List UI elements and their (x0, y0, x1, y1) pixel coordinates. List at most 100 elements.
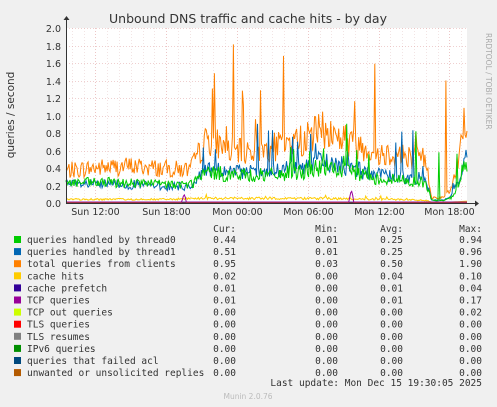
legend-value-min: 0.00 (315, 271, 338, 282)
x-tick-label: Mon 18:00 (424, 207, 474, 218)
legend-header-avg: Avg: (380, 224, 403, 235)
y-axis-label: queries / second (5, 72, 17, 159)
y-tick-label: 1.0 (46, 112, 61, 123)
y-tick-labels: 0.0 0.2 0.4 0.6 0.8 1.0 1.2 1.4 1.6 1.8 2.0 (46, 24, 61, 210)
x-tick-label: Sun 12:00 (71, 207, 119, 218)
legend-swatch (14, 248, 21, 256)
x-tick-labels: Sun 12:00 Sun 18:00 Mon 00:00 Mon 06:00 Mon … (71, 207, 474, 218)
x-tick-label: Mon 00:00 (212, 207, 262, 218)
series-line (65, 192, 467, 203)
legend-swatch (14, 308, 21, 316)
legend-label: IPv6 queries (27, 344, 96, 355)
munin-footer: Munin 2.0.76 (223, 392, 272, 401)
legend-value-cur: 0.00 (213, 368, 236, 379)
legend-value-cur: 0.02 (213, 271, 236, 282)
rrdtool-watermark: RRDTOOL / TOBI OETIKER (484, 33, 493, 130)
legend-value-avg: 0.04 (380, 271, 403, 282)
legend-value-min: 0.00 (315, 344, 338, 355)
series-line (65, 123, 468, 202)
legend-value-max: 0.96 (459, 247, 482, 258)
legend-value-max: 0.10 (459, 271, 482, 282)
x-tick-label: Sun 18:00 (142, 207, 190, 218)
legend-value-max: 0.00 (459, 332, 482, 343)
legend-value-max: 0.94 (459, 235, 482, 246)
legend-swatch (14, 344, 21, 352)
legend-value-min: 0.00 (315, 283, 338, 294)
legend-value-max: 0.17 (459, 296, 482, 307)
legend-label: queries handled by thread1 (27, 247, 176, 258)
legend-label: TLS resumes (27, 332, 90, 343)
legend-swatch (14, 260, 21, 268)
legend-value-avg: 0.01 (380, 283, 403, 294)
legend-header-cur: Cur: (213, 224, 236, 235)
legend-value-min: 0.00 (315, 356, 338, 367)
y-tick-label: 0.2 (46, 182, 61, 193)
chart-title: Unbound DNS traffic and cache hits - by … (109, 11, 388, 26)
legend-value-avg: 0.00 (380, 344, 403, 355)
legend-value-cur: 0.44 (213, 235, 236, 246)
legend-value-cur: 0.00 (213, 344, 236, 355)
legend-value-cur: 0.01 (213, 296, 236, 307)
legend-value-avg: 0.00 (380, 308, 403, 319)
legend-value-max: 0.04 (459, 283, 482, 294)
legend-value-avg: 0.00 (380, 368, 403, 379)
legend-value-avg: 0.00 (380, 320, 403, 331)
legend-swatch (14, 296, 21, 304)
legend-label: TLS queries (27, 320, 90, 331)
y-tick-label: 1.4 (46, 77, 61, 88)
legend-value-min: 0.01 (315, 247, 338, 258)
legend-header-min: Min: (315, 224, 338, 235)
last-update: Last update: Mon Dec 15 19:30:05 2025 (270, 378, 482, 389)
legend-label: unwanted or unsolicited replies (27, 368, 204, 379)
legend-value-avg: 0.50 (380, 259, 403, 270)
legend-value-min: 0.00 (315, 320, 338, 331)
y-tick-label: 1.2 (46, 94, 61, 105)
axes (63, 16, 479, 207)
legend-header-max: Max: (459, 224, 482, 235)
legend: queries handled by thread0 0.44 0.01 0.25 0.… (14, 235, 482, 379)
legend-value-avg: 0.25 (380, 235, 403, 246)
legend-value-max: 0.00 (459, 356, 482, 367)
legend-swatch (14, 357, 21, 364)
legend-value-avg: 0.00 (380, 332, 403, 343)
legend-value-min: 0.00 (315, 368, 338, 379)
legend-label: cache hits (27, 271, 84, 282)
legend-label: TCP queries (27, 296, 90, 307)
legend-value-min: 0.00 (315, 308, 338, 319)
legend-value-max: 0.00 (459, 320, 482, 331)
legend-swatch (14, 320, 21, 328)
y-tick-label: 0.4 (46, 164, 61, 175)
legend-value-min: 0.00 (315, 332, 338, 343)
legend-value-cur: 0.00 (213, 320, 236, 331)
x-tick-label: Mon 12:00 (354, 207, 404, 218)
legend-swatch (14, 272, 21, 280)
legend-value-cur: 0.01 (213, 283, 236, 294)
y-tick-label: 1.6 (46, 59, 61, 70)
y-tick-label: 0.6 (46, 147, 61, 158)
legend-swatch (14, 236, 21, 243)
legend-value-cur: 0.95 (213, 259, 236, 270)
legend-value-min: 0.00 (315, 296, 338, 307)
legend-label: total queries from clients (27, 259, 176, 270)
legend-value-min: 0.03 (315, 259, 338, 270)
legend-label: queries handled by thread0 (27, 235, 176, 246)
legend-value-cur: 0.51 (213, 247, 236, 258)
legend-value-avg: 0.25 (380, 247, 403, 258)
legend-value-max: 0.02 (459, 308, 482, 319)
legend-value-cur: 0.00 (213, 356, 236, 367)
y-tick-label: 0.8 (46, 129, 61, 140)
y-axis-arrow (63, 16, 70, 20)
legend-value-min: 0.01 (315, 235, 338, 246)
y-tick-label: 0.0 (46, 199, 61, 210)
legend-label: cache prefetch (27, 283, 107, 294)
x-tick-label: Mon 06:00 (283, 207, 333, 218)
y-tick-label: 1.8 (46, 42, 61, 53)
legend-value-avg: 0.00 (380, 356, 403, 367)
legend-label: queries that failed acl (27, 356, 159, 367)
series-line (65, 123, 468, 202)
legend-value-avg: 0.01 (380, 296, 403, 307)
legend-swatch (14, 284, 21, 292)
legend-value-cur: 0.00 (213, 308, 236, 319)
legend-value-max: 0.00 (459, 368, 482, 379)
